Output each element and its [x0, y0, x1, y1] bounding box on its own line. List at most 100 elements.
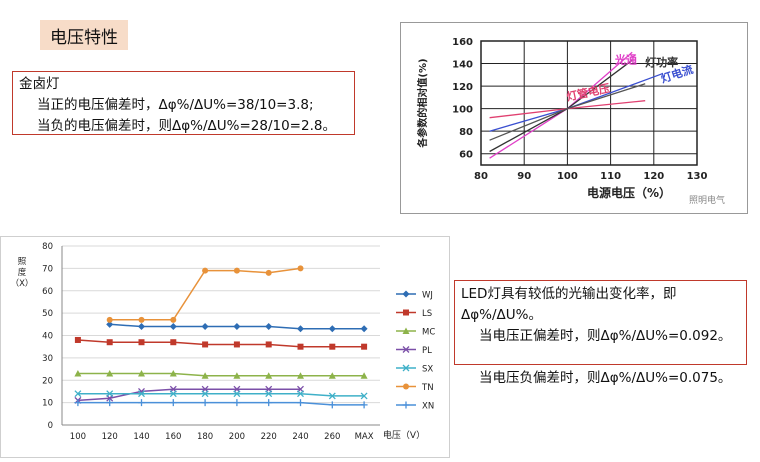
y-axis-label-part: 度	[18, 267, 27, 278]
data-point	[328, 372, 336, 379]
data-point	[233, 372, 241, 379]
x-tick-label: 90	[517, 171, 531, 182]
x-tick-label: 260	[324, 432, 340, 442]
legend-label: LS	[422, 309, 432, 319]
data-point	[360, 401, 368, 409]
x-tick-label: 100	[70, 432, 86, 442]
led-note-line4: 当电压负偏差时，则Δφ%/ΔU%=0.075。	[479, 370, 732, 386]
data-point	[265, 372, 273, 379]
data-point	[297, 390, 304, 398]
data-point	[297, 325, 304, 333]
data-point	[202, 267, 209, 274]
legend-label: XN	[422, 402, 434, 412]
data-point	[297, 372, 304, 379]
data-point	[106, 370, 114, 377]
led-note-line2: Δφ%/ΔU%。	[461, 307, 542, 323]
data-point	[360, 372, 368, 379]
x-tick-label: 120	[102, 432, 118, 442]
data-point	[329, 343, 336, 350]
data-point	[328, 392, 336, 400]
y-axis-label: 各参数的相对值(%)	[416, 58, 429, 148]
halogen-note-title: 金卤灯	[19, 76, 60, 92]
y-tick-label: 50	[42, 309, 53, 319]
x-tick-label: 160	[165, 432, 181, 442]
x-tick-label: MAX	[355, 432, 374, 442]
data-point	[74, 370, 82, 377]
data-point	[297, 343, 304, 350]
data-point	[402, 346, 410, 353]
series-annotation: 灯功率	[645, 55, 678, 69]
x-axis-label: 电压（V）	[383, 429, 425, 441]
watermark: 照明电气	[689, 194, 725, 206]
data-point	[201, 399, 209, 407]
y-tick-label: 120	[452, 82, 473, 93]
data-point	[138, 390, 145, 398]
legend-label: PL	[422, 346, 432, 356]
data-point	[201, 372, 209, 379]
x-axis-label: 电源电压（%）	[587, 185, 671, 200]
led-note-box: LED灯具有较低的光输出变化率，即 Δφ%/ΔU%。 当电压正偏差时，则Δφ%/…	[454, 280, 747, 386]
illuminance-voltage-chart: 0 10 20 30 40 50 60 70 80 100 120 140 160 180 200 220 24…	[0, 236, 450, 458]
y-axis-label-part: （X）	[11, 278, 34, 289]
section-title: 电压特性	[40, 20, 128, 50]
data-point	[403, 309, 409, 316]
series-line	[489, 83, 646, 141]
series-line	[77, 392, 365, 397]
data-point	[360, 325, 368, 333]
data-point	[233, 323, 241, 331]
data-point	[138, 316, 145, 323]
data-point	[361, 343, 368, 350]
y-tick-label: 20	[42, 376, 53, 386]
y-tick-label: 100	[452, 105, 473, 116]
series-line	[77, 372, 365, 377]
x-tick-label: 80	[474, 171, 488, 182]
data-point	[233, 399, 241, 407]
data-point	[138, 399, 145, 407]
y-axis-label-part: 照	[18, 257, 27, 267]
data-point	[265, 323, 273, 331]
data-point	[403, 383, 409, 390]
data-point	[138, 370, 145, 377]
y-tick-label: 80	[42, 242, 53, 252]
led-note-line3: 当电压正偏差时，则Δφ%/ΔU%=0.092。	[479, 328, 732, 344]
halogen-note-line2: 当负的电压偏差时，则Δφ%/ΔU%=28/10=2.8。	[37, 118, 336, 134]
data-point	[265, 269, 272, 276]
data-point	[328, 325, 336, 333]
data-point	[170, 339, 177, 346]
data-point	[106, 316, 113, 323]
x-tick-label: 180	[197, 432, 213, 442]
data-point	[138, 339, 145, 346]
chart-frame	[0, 236, 450, 458]
y-tick-label: 10	[42, 399, 53, 409]
legend-label: WJ	[422, 291, 433, 301]
x-tick-label: 120	[643, 171, 664, 182]
data-point	[74, 399, 82, 407]
data-point	[265, 399, 273, 407]
series-line	[77, 339, 365, 348]
data-point	[106, 320, 114, 328]
plot-area	[480, 40, 698, 166]
x-tick-label: 130	[687, 171, 708, 182]
x-tick-label: 200	[229, 432, 245, 442]
x-tick-label: 140	[133, 432, 149, 442]
data-point	[297, 265, 304, 272]
data-point	[402, 364, 410, 372]
data-point	[233, 267, 240, 274]
data-point	[233, 341, 240, 348]
y-tick-label: 30	[42, 354, 53, 364]
data-point	[74, 390, 82, 398]
legend-label: MC	[422, 328, 435, 338]
data-point	[233, 390, 241, 398]
data-point	[201, 323, 209, 331]
y-tick-label: 80	[459, 127, 473, 138]
y-tick-label: 0	[48, 421, 53, 431]
halogen-note-line1: 当正的电压偏差时，Δφ%/ΔU%=38/10=3.8;	[37, 97, 314, 113]
data-point	[201, 390, 209, 398]
data-point	[402, 290, 410, 298]
data-point	[360, 392, 368, 400]
data-point	[106, 390, 114, 398]
data-point	[402, 401, 410, 409]
y-tick-label: 140	[452, 60, 473, 71]
data-point	[265, 390, 273, 398]
